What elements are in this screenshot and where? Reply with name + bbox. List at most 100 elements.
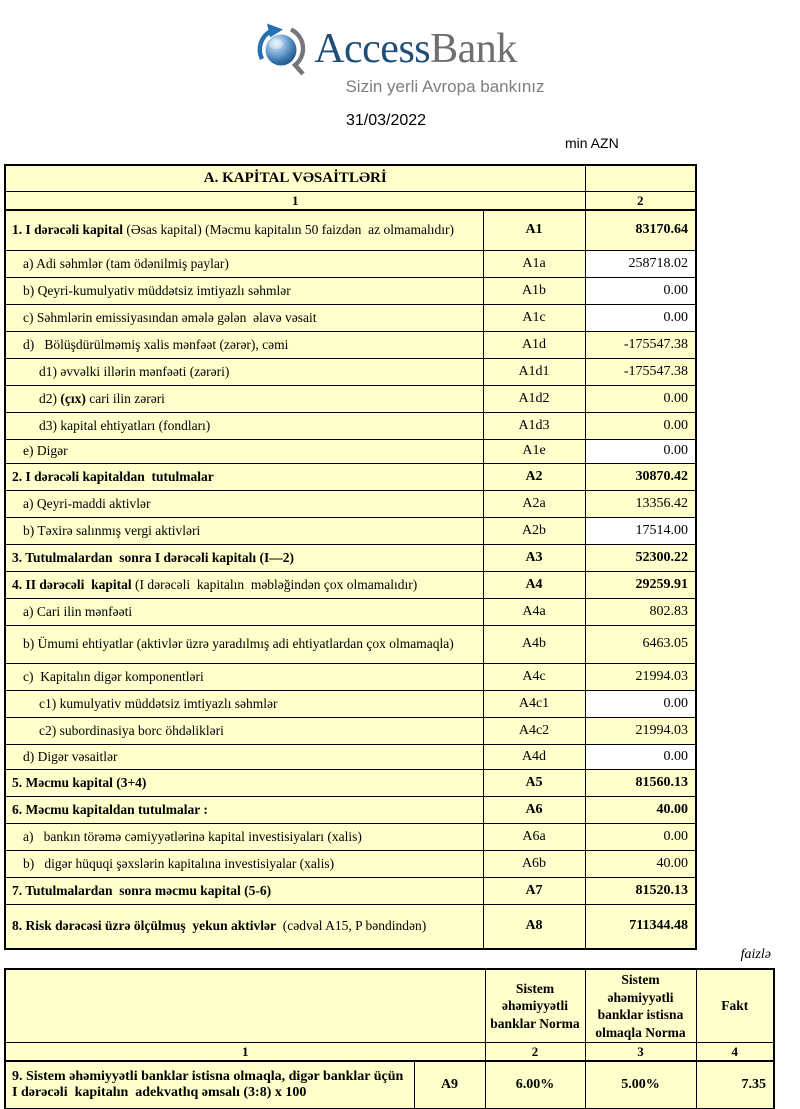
- row-code: A2b: [482, 516, 586, 545]
- ratio-header-norm-systemic: Sistem əhəmiyyətli banklar Norma: [484, 968, 586, 1044]
- row-code: A4c: [482, 662, 586, 691]
- table-row: c) Səhmlərin emissiyasından əmələ gələn …: [4, 303, 697, 332]
- table-row: b) Təxirə salınmış vergi aktivləri A2b 175…: [4, 516, 697, 545]
- ratio-row-label: 9. Sistem əhəmiyyətli banklar istisna ol…: [4, 1060, 415, 1109]
- table-row: c) Kapitalın digər komponentləri A4c 21994…: [4, 662, 697, 691]
- row-value: 52300.22: [584, 543, 697, 572]
- row-label: a) Cari ilin mənfəəti: [4, 597, 484, 626]
- row-code: A4c1: [482, 689, 586, 718]
- ratio-table: Sistem əhəmiyyətli banklar Norma Sistem …: [4, 968, 775, 1109]
- row-code: A7: [482, 876, 586, 905]
- row-value: 0.00: [584, 822, 697, 851]
- row-value: 30870.42: [584, 462, 697, 491]
- row-code: A1d3: [482, 411, 586, 440]
- row-code: A6a: [482, 822, 586, 851]
- row-code: A4b: [482, 624, 586, 664]
- table-row: 2. I dərəcəli kapitaldan tutulmalar A2 308…: [4, 462, 697, 491]
- ratio-col-number-2: 2: [484, 1042, 586, 1063]
- table-row: 5. Məcmu kapital (3+4) A5 81560.13: [4, 768, 697, 797]
- row-value: 0.00: [584, 689, 697, 718]
- row-label: c) Səhmlərin emissiyasından əmələ gələn …: [4, 303, 484, 332]
- row-label: b) Qeyri-kumulyativ müddətsiz imtiyazlı …: [4, 276, 484, 305]
- table-row: a) bankın törəmə cəmiyyətlərinə kapital …: [4, 822, 697, 851]
- ratio-col-number-1: 1: [4, 1042, 486, 1063]
- row-label: 8. Risk dərəcəsi üzrə ölçülmuş yekun akt…: [4, 903, 484, 950]
- ratio-header-norm-non-systemic: Sistem əhəmiyyətli banklar istisna olmaq…: [584, 968, 697, 1044]
- table-row: a) Cari ilin mənfəəti A4a 802.83: [4, 597, 697, 626]
- globe-icon: [257, 23, 306, 76]
- row-value: 40.00: [584, 795, 697, 824]
- table-row: d) Digər vəsaitlər A4d 0.00: [4, 743, 697, 770]
- table-row: 3. Tutulmalardan sonra I dərəcəli kapita…: [4, 543, 697, 572]
- table-row: d2) (çıx) cari ilin zərəri A1d2 0.00: [4, 384, 697, 413]
- table-row: 8. Risk dərəcəsi üzrə ölçülmuş yekun akt…: [4, 903, 697, 950]
- ratio-row-code: A9: [413, 1060, 486, 1109]
- row-code: A1d2: [482, 384, 586, 413]
- row-code: A4c2: [482, 716, 586, 745]
- table-row: 1. I dərəcəli kapital (Əsas kapital) (Mə…: [4, 209, 697, 251]
- row-label: d3) kapital ehtiyatları (fondları): [4, 411, 484, 440]
- row-value: 29259.91: [584, 570, 697, 599]
- row-code: A8: [482, 903, 586, 950]
- brand-name: AccessBank: [314, 22, 517, 76]
- ratio-table-number-row: 1 2 3 4: [4, 1042, 775, 1063]
- row-value: 13356.42: [584, 489, 697, 518]
- row-label: d) Digər vəsaitlər: [4, 743, 484, 770]
- row-label: d2) (çıx) cari ilin zərəri: [4, 384, 484, 413]
- row-value: 258718.02: [584, 249, 697, 278]
- row-label: 3. Tutulmalardan sonra I dərəcəli kapita…: [4, 543, 484, 572]
- brand-access: Access: [314, 26, 431, 72]
- row-label: e) Digər: [4, 438, 484, 464]
- table-row: d3) kapital ehtiyatları (fondları) A1d3 0.…: [4, 411, 697, 440]
- table-row: e) Digər A1e 0.00: [4, 438, 697, 464]
- brand-bank: Bank: [430, 26, 517, 72]
- row-value: 40.00: [584, 849, 697, 878]
- row-code: A2a: [482, 489, 586, 518]
- row-code: A2: [482, 462, 586, 491]
- row-value: 0.00: [584, 303, 697, 332]
- row-value: 21994.03: [584, 662, 697, 691]
- row-value: 711344.48: [584, 903, 697, 950]
- row-value: 0.00: [584, 411, 697, 440]
- row-label: 1. I dərəcəli kapital (Əsas kapital) (Mə…: [4, 209, 484, 251]
- row-value: 0.00: [584, 743, 697, 770]
- capital-table: A. KAPİTAL VƏSAİTLƏRİ 1 2 1. I dərəcəli …: [4, 164, 697, 950]
- row-value: -175547.38: [584, 330, 697, 359]
- row-value: 802.83: [584, 597, 697, 626]
- row-code: A3: [482, 543, 586, 572]
- table-row: 6. Məcmu kapitaldan tutulmalar : A6 40.00: [4, 795, 697, 824]
- row-code: A5: [482, 768, 586, 797]
- unit-label: min AZN: [565, 135, 619, 151]
- table-row: b) Qeyri-kumulyativ müddətsiz imtiyazlı …: [4, 276, 697, 305]
- row-label: 5. Məcmu kapital (3+4): [4, 768, 484, 797]
- table-row: 4. II dərəcəli kapital (I dərəcəli kapit…: [4, 570, 697, 599]
- row-code: A1d1: [482, 357, 586, 386]
- table-row: c2) subordinasiya borc öhdəlikləri A4c2 21…: [4, 716, 697, 745]
- ratio-table-header-row: Sistem əhəmiyyətli banklar Norma Sistem …: [4, 968, 775, 1044]
- row-label: 2. I dərəcəli kapitaldan tutulmalar: [4, 462, 484, 491]
- table-row: b) digər hüquqi şəxslərin kapitalına inv…: [4, 849, 697, 878]
- capital-table-number-row: 1 2: [4, 191, 697, 211]
- ratio-header-empty-cell: [4, 968, 486, 1044]
- row-label: d1) əvvəlki illərin mənfəəti (zərəri): [4, 357, 484, 386]
- row-label: a) bankın törəmə cəmiyyətlərinə kapital …: [4, 822, 484, 851]
- row-label: b) digər hüquqi şəxslərin kapitalına inv…: [4, 849, 484, 878]
- row-label: 7. Tutulmalardan sonra məcmu kapital (5-…: [4, 876, 484, 905]
- row-value: 6463.05: [584, 624, 697, 664]
- row-label: d) Bölüşdürülməmiş xalis mənfəət (zərər)…: [4, 330, 484, 359]
- brand-tagline: Sizin yerli Avropa bankınız: [345, 77, 545, 96]
- table-row: a) Adi səhmlər (tam ödənilmiş paylar) A1a…: [4, 249, 697, 278]
- row-code: A1c: [482, 303, 586, 332]
- row-code: A1: [482, 209, 586, 251]
- row-label: a) Qeyri-maddi aktivlər: [4, 489, 484, 518]
- capital-table-title-empty-cell: [584, 164, 697, 192]
- ratio-header-fact: Fakt: [695, 968, 775, 1044]
- accessbank-logo: AccessBank Sizin yerli Avropa bankınız: [0, 22, 786, 97]
- row-value: 83170.64: [584, 209, 697, 251]
- ratio-table-data-row: 9. Sistem əhəmiyyətli banklar istisna ol…: [4, 1060, 775, 1109]
- ratio-row-norm-systemic: 6.00%: [484, 1060, 586, 1109]
- row-code: A4: [482, 570, 586, 599]
- row-code: A1a: [482, 249, 586, 278]
- row-value: 0.00: [584, 438, 697, 464]
